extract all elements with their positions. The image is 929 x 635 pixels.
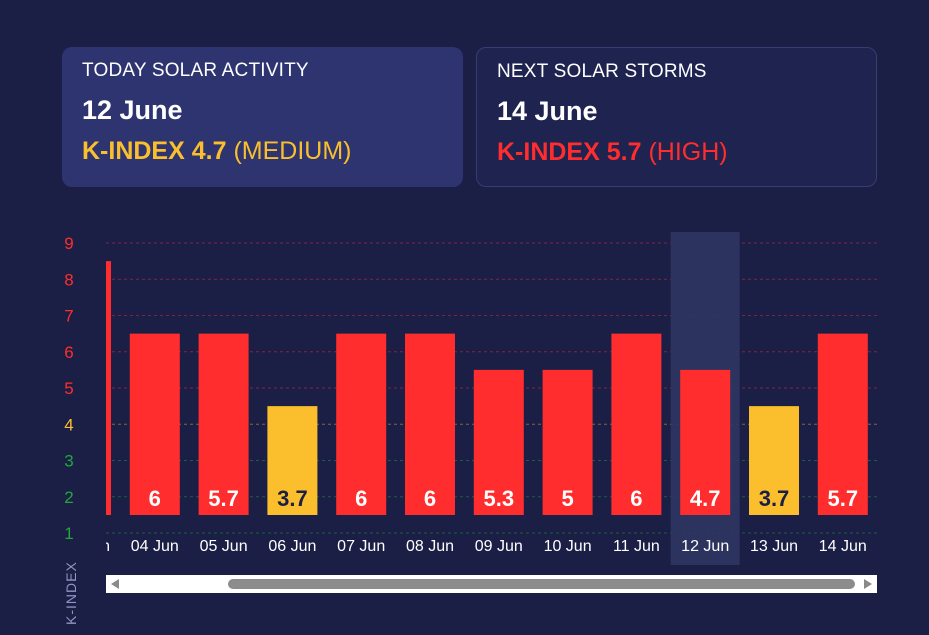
bar-03-jun[interactable] [61,261,111,515]
x-tick-label: 05 Jun [200,538,248,555]
bar-value-label: 5.7 [828,486,859,511]
y-axis-ticks: 1 2 3 4 5 6 7 8 9 [64,234,73,543]
x-tick-label: 14 Jun [819,538,867,555]
x-tick-label: 10 Jun [544,538,592,555]
bar-10-jun[interactable] [542,369,593,515]
bar-06-jun[interactable] [267,406,318,515]
next-kindex-value: K-INDEX 5.7 [497,138,642,166]
y-tick-label: 1 [64,524,73,543]
bar-04-jun[interactable] [129,333,180,515]
chart-plot-area[interactable]: 8 03 Jun 6 04 Jun 5.7 05 Jun 3.7 06 Jun 6 07 Jun 6… [61,232,868,576]
scroll-left-arrow-icon[interactable] [111,579,119,589]
y-tick-label: 4 [64,415,73,434]
bar-14-jun[interactable] [817,333,868,515]
x-tick-label: 09 Jun [475,538,523,555]
next-card-label: NEXT SOLAR STORMS [497,61,707,82]
y-tick-label: 2 [64,488,73,507]
scroll-thumb[interactable] [228,579,855,589]
bar-value-label: 6 [149,486,161,511]
y-axis-label: K-INDEX [63,561,79,625]
x-tick-label: 07 Jun [337,538,385,555]
bar-value-label: 6 [355,486,367,511]
y-tick-label: 3 [64,452,73,471]
next-storms-card: NEXT SOLAR STORMS 14 June K-INDEX 5.7 (H… [476,47,877,187]
bar-value-label: 5.7 [208,486,239,511]
today-card-kindex: K-INDEX 4.7 (MEDIUM) [82,137,443,166]
x-tick-label: 03 Jun [62,538,110,555]
today-card-date: 12 June [82,95,183,125]
y-tick-label: 9 [64,234,73,253]
bar-value-label: 8 [80,486,92,511]
bar-07-jun[interactable] [336,333,387,515]
bar-13-jun[interactable] [749,406,799,515]
bar-value-label: 5.3 [484,486,515,511]
next-card-kindex: K-INDEX 5.7 (HIGH) [497,138,856,167]
bar-value-label: 3.7 [759,486,790,511]
bar-value-label: 3.7 [277,486,308,511]
bar-11-jun[interactable] [611,333,662,515]
x-tick-label: 11 Jun [613,538,660,555]
bar-value-label: 4.7 [690,486,721,511]
today-kindex-value: K-INDEX 4.7 [82,137,227,165]
y-tick-label: 6 [64,343,73,362]
next-kindex-level: (HIGH) [648,138,728,166]
bar-09-jun[interactable] [473,369,524,515]
next-card-date: 14 June [497,96,598,126]
x-tick-label: 06 Jun [268,538,316,555]
y-tick-label: 5 [64,379,73,398]
scroll-right-arrow-icon[interactable] [864,579,872,589]
today-activity-card: TODAY SOLAR ACTIVITY 12 June K-INDEX 4.7… [62,47,463,187]
x-tick-label: 13 Jun [750,538,798,555]
bar-value-label: 6 [630,486,642,511]
y-tick-label: 7 [64,307,73,326]
chart-horizontal-scrollbar[interactable] [106,575,877,593]
x-tick-label: 04 Jun [131,538,179,555]
x-tick-label: 08 Jun [406,538,454,555]
today-card-label: TODAY SOLAR ACTIVITY [82,60,309,81]
bar-05-jun[interactable] [198,333,249,515]
x-tick-label: 12 Jun [681,538,729,555]
today-kindex-level: (MEDIUM) [233,137,352,165]
bar-value-label: 6 [424,486,436,511]
bar-12-jun[interactable] [680,369,731,515]
bar-value-label: 5 [561,486,573,511]
bar-08-jun[interactable] [405,333,455,515]
y-tick-label: 8 [64,270,73,289]
